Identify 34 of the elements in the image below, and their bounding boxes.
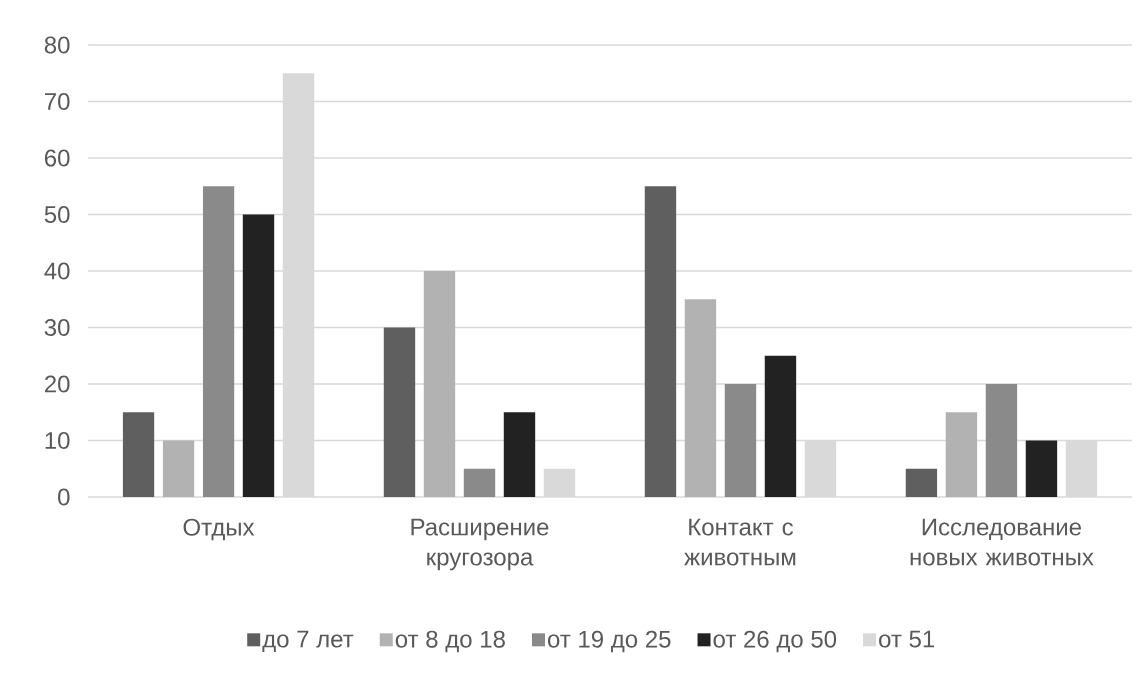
bar <box>684 299 717 497</box>
bar <box>764 355 797 497</box>
y-tick-label: 60 <box>45 149 70 167</box>
legend-label: до 7 лет <box>262 630 354 653</box>
bar <box>202 186 235 497</box>
y-tick-label: 70 <box>45 93 70 110</box>
bar <box>1025 440 1058 497</box>
y-tick-label: 10 <box>45 432 70 449</box>
y-tick-label: 40 <box>44 262 70 280</box>
x-tick-label: Расширение кругозора <box>411 518 549 571</box>
bar <box>905 468 938 497</box>
y-tick-label: 30 <box>44 319 70 336</box>
bar <box>945 412 978 497</box>
y-tick-label: 80 <box>44 36 70 54</box>
bar <box>242 214 275 497</box>
y-tick-label: 0 <box>58 488 70 506</box>
bar <box>162 440 195 497</box>
x-tick-label: Контакт с животным <box>684 518 796 566</box>
bar <box>122 412 155 497</box>
bar <box>503 412 536 497</box>
bar <box>383 327 416 497</box>
bar <box>985 383 1018 497</box>
x-tick-label: Отдых <box>183 518 255 541</box>
bar <box>724 383 757 497</box>
bar <box>423 270 456 497</box>
y-tick-label: 20 <box>44 375 70 393</box>
x-tick-label: Исследование новых животных <box>910 518 1094 566</box>
legend-label: от 8 до 18 <box>395 630 505 653</box>
y-tick-label: 50 <box>44 206 70 223</box>
legend-label: от 26 до 50 <box>713 630 837 653</box>
legend-label: от 19 до 25 <box>547 630 671 653</box>
bar <box>463 468 496 497</box>
legend-label: от 51 <box>879 630 935 648</box>
bar <box>644 186 677 497</box>
